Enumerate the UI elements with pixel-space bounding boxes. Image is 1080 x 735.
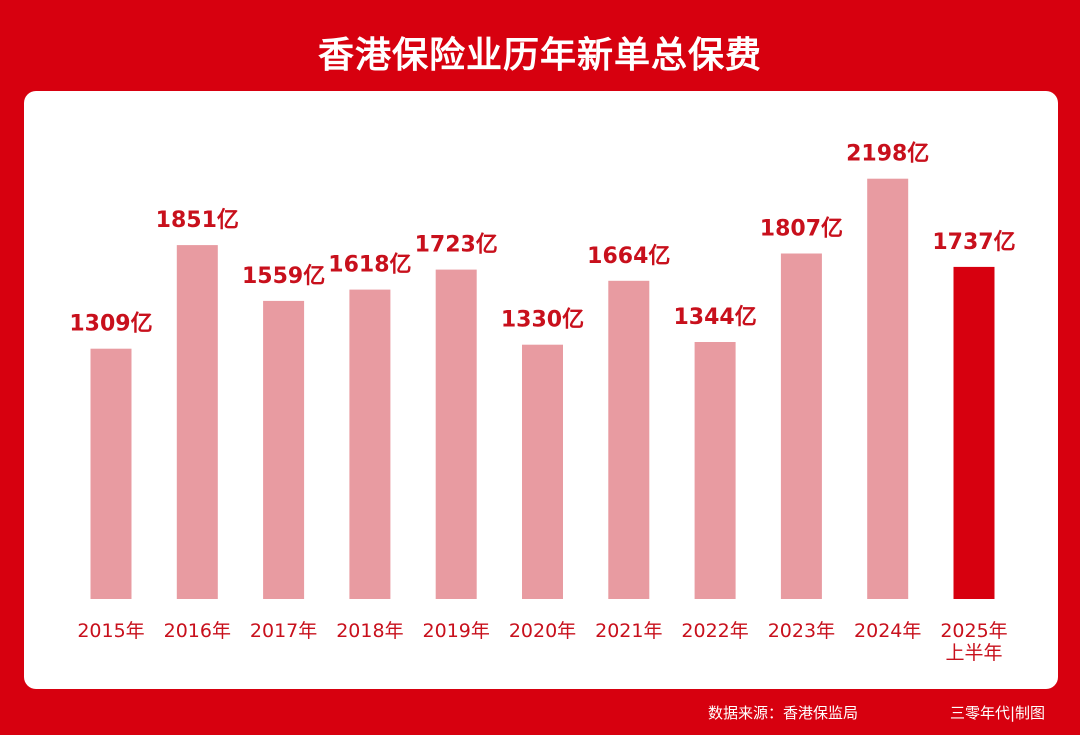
category-label-10-line-1: 上半年: [945, 642, 1002, 664]
value-label-1: 1851亿: [156, 208, 239, 233]
value-label-6: 1664亿: [587, 244, 670, 269]
bar-4: [435, 269, 477, 599]
bar-8: [780, 253, 822, 599]
bar-5: [522, 344, 563, 599]
category-label-7: 2022年: [681, 620, 748, 642]
bar-10: [953, 266, 995, 599]
category-label-4: 2019年: [423, 620, 490, 642]
category-label-9: 2024年: [854, 620, 921, 642]
value-label-9: 2198亿: [846, 142, 929, 167]
data-source-note: 数据来源：香港保监局: [708, 704, 859, 722]
category-label-5: 2020年: [509, 620, 576, 642]
category-label-1: 2016年: [164, 620, 231, 642]
chart-credit: 三零年代|制图: [950, 704, 1046, 722]
chart-title: 香港保险业历年新单总保费: [317, 35, 762, 76]
category-label-8: 2023年: [768, 620, 835, 642]
value-label-10: 1737亿: [932, 230, 1015, 255]
value-label-7: 1344亿: [673, 305, 756, 330]
value-label-2: 1559亿: [242, 264, 325, 289]
bar-3: [349, 289, 391, 599]
category-label-10-line-0: 2025年: [940, 620, 1007, 642]
bar-0: [90, 348, 132, 599]
bar-chart: 1309亿 2015年 1851亿 2016年 1559亿 2017年 1618亿 2018年…: [69, 142, 1015, 664]
bar-7: [694, 342, 736, 599]
bar-1: [176, 245, 218, 599]
value-label-3: 1618亿: [328, 253, 411, 278]
value-label-5: 1330亿: [501, 308, 584, 333]
category-label-0: 2015年: [77, 620, 144, 642]
category-label-3: 2018年: [336, 620, 403, 642]
value-label-8: 1807亿: [760, 217, 843, 242]
value-label-0: 1309亿: [69, 312, 152, 337]
bar-6: [608, 280, 650, 599]
category-label-6: 2021年: [595, 620, 662, 642]
bar-9: [867, 178, 909, 599]
category-label-2: 2017年: [250, 620, 317, 642]
chart-panel: 1309亿 2015年 1851亿 2016年 1559亿 2017年 1618亿 2018年…: [24, 91, 1058, 689]
value-label-4: 1723亿: [415, 233, 498, 258]
bar-2: [263, 300, 305, 599]
